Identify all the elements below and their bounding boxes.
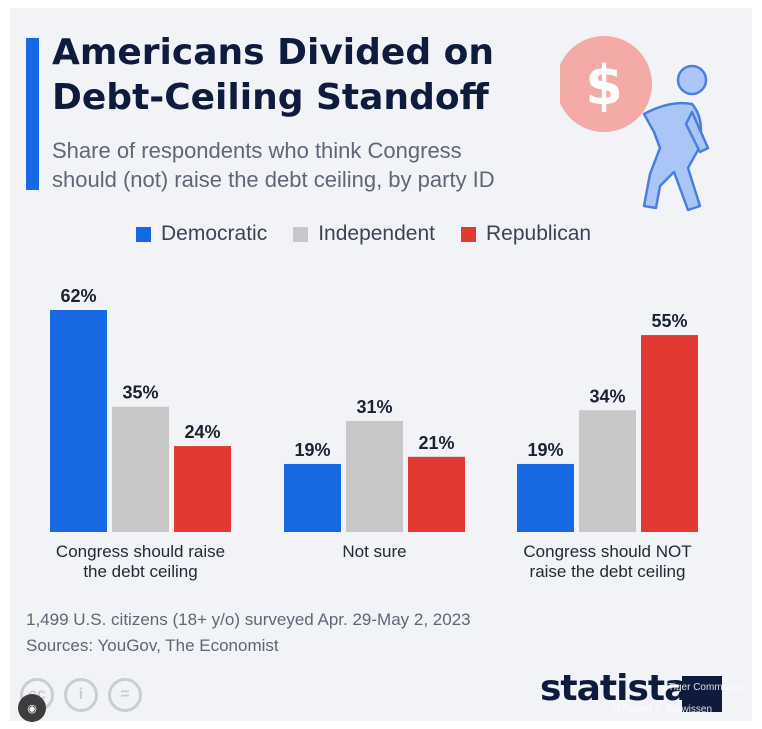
bar-independent-2: [579, 410, 636, 532]
category-label-1: Not sure: [260, 542, 490, 562]
title-accent-bar: [26, 38, 39, 190]
data-label-democratic-0: 62%: [60, 286, 96, 306]
image-search-lens-icon[interactable]: ◉: [18, 694, 46, 722]
category-label-2: Congress should NOT raise the debt ceilin…: [493, 542, 723, 582]
bar-independent-1: [346, 421, 403, 532]
debt-illustration: $: [560, 36, 710, 212]
legend-swatch: [293, 226, 309, 242]
legend-swatch: [136, 226, 151, 242]
watermark-author: @Robert J. Teuwissen: [612, 704, 713, 715]
chart-legend: Democratic Independent Republican: [136, 222, 591, 246]
chart-card: [10, 8, 752, 721]
bar-independent-0: [112, 406, 169, 532]
bar-democratic-0: [50, 310, 107, 532]
category-label-line: Congress should NOT: [523, 542, 692, 561]
data-label-republican-1: 21%: [418, 433, 454, 453]
bar-democratic-2: [517, 463, 574, 532]
no-derivatives-icon: =: [108, 678, 142, 712]
attribution-icon: i: [64, 678, 98, 712]
category-label-line: Not sure: [342, 542, 407, 561]
data-label-democratic-2: 19%: [527, 440, 563, 460]
sources-footnote: Sources: YouGov, The Economist: [26, 636, 279, 655]
data-label-democratic-1: 19%: [294, 440, 330, 460]
bar-republican-1: [408, 456, 465, 532]
chart-title: Americans Divided on Debt-Ceiling Stando…: [52, 32, 494, 118]
statista-logo-mark: [682, 676, 722, 712]
bar-republican-2: [641, 335, 698, 532]
data-label-independent-2: 34%: [589, 386, 625, 406]
survey-footnote: 1,499 U.S. citizens (18+ y/o) surveyed A…: [26, 610, 471, 629]
legend-item-democratic: Democratic: [136, 222, 267, 246]
category-label-line: raise the debt ceiling: [529, 562, 686, 581]
legend-label: Republican: [486, 222, 592, 245]
data-label-republican-2: 55%: [651, 311, 687, 331]
category-label-line: Congress should raise: [55, 542, 226, 561]
dollar-sign-icon: $: [585, 54, 623, 117]
bar-democratic-1: [284, 463, 341, 532]
legend-swatch: [461, 226, 476, 242]
legend-label: Independent: [318, 222, 435, 245]
data-label-independent-1: 31%: [356, 397, 392, 417]
category-label-line: the debt ceiling: [83, 562, 198, 581]
person-carrying-icon: [642, 64, 710, 212]
dollar-circle-icon: [560, 36, 652, 132]
data-label-republican-0: 24%: [184, 422, 220, 442]
bar-republican-0: [174, 446, 231, 532]
chart-subtitle: Share of respondents who think Congress …: [52, 138, 495, 192]
data-label-independent-0: 35%: [122, 383, 158, 403]
watermark-community: Tiger Community: [668, 682, 744, 693]
legend-item-independent: Independent: [293, 222, 435, 246]
category-label-0: Congress should raise the debt ceiling: [26, 542, 256, 582]
legend-label: Democratic: [161, 222, 268, 245]
legend-item-republican: Republican: [461, 222, 591, 246]
statista-logo: statista: [540, 668, 688, 709]
